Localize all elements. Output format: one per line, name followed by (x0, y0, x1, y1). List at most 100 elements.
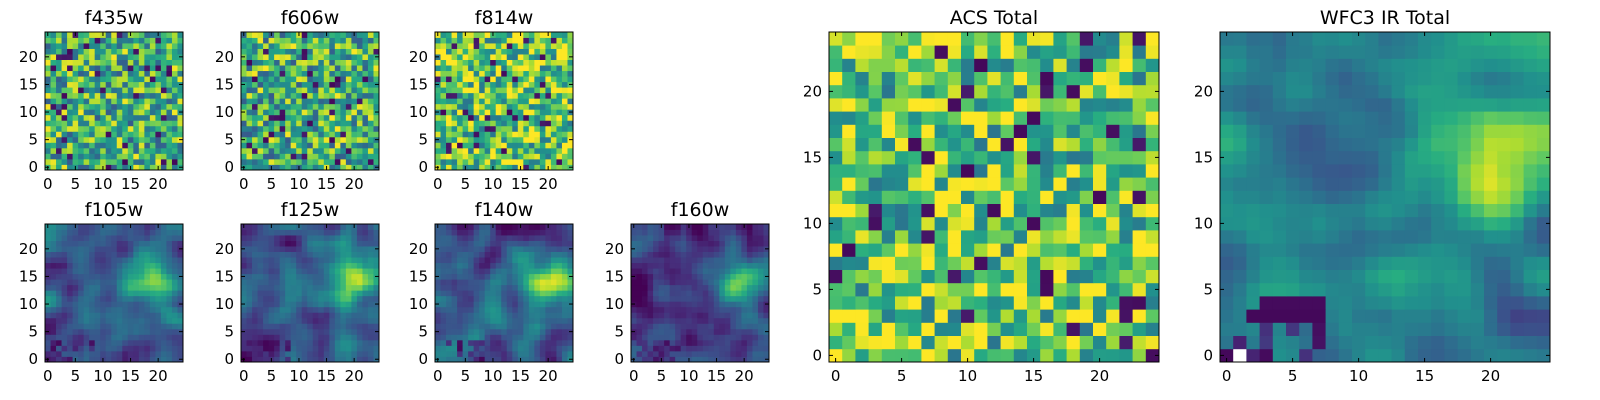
heatmap-cell (636, 323, 643, 330)
heatmap-cell (45, 262, 51, 269)
heatmap-cell (160, 59, 167, 66)
heatmap-cell (279, 284, 286, 291)
heatmap-cell (484, 158, 491, 165)
heatmap-cell (451, 301, 458, 308)
heatmap-cell (1000, 348, 1015, 363)
heatmap-cell (484, 273, 491, 280)
heatmap-cell (116, 301, 123, 308)
heatmap-cell (741, 306, 748, 313)
heatmap-cell (257, 279, 264, 286)
heatmap-cell (457, 114, 463, 121)
heatmap-cell (457, 268, 463, 275)
heatmap-cell (446, 120, 452, 127)
heatmap-cell (67, 125, 73, 132)
heatmap-cell (829, 335, 843, 350)
heatmap-cell (351, 131, 358, 138)
heatmap-cell (67, 81, 73, 88)
heatmap-cell (301, 92, 308, 99)
heatmap-cell (473, 131, 480, 138)
heatmap-cell (675, 290, 682, 297)
heatmap-cell (301, 312, 308, 319)
heatmap-cell (83, 142, 90, 149)
heatmap-cell (868, 164, 883, 178)
heatmap-cell (149, 81, 156, 88)
heatmap-cell (757, 328, 764, 335)
heatmap-cell (301, 262, 308, 269)
y-tick-label: 20 (19, 240, 38, 258)
heatmap-cell (171, 109, 178, 116)
heatmap-cell (697, 224, 704, 230)
heatmap-cell (138, 43, 145, 49)
heatmap-cell (111, 301, 118, 308)
y-tick-label: 15 (215, 267, 234, 285)
heatmap-cell (1132, 256, 1147, 270)
heatmap-cell (1027, 282, 1041, 297)
heatmap-cell (457, 229, 463, 236)
heatmap-cell (285, 328, 292, 335)
heatmap-cell (290, 147, 297, 154)
heatmap-cell (45, 37, 51, 44)
heatmap-cell (440, 109, 447, 116)
heatmap-cell (45, 142, 51, 149)
heatmap-cell (961, 230, 975, 244)
heatmap-cell (457, 356, 463, 363)
heatmap-cell (881, 190, 896, 204)
heatmap-cell (763, 295, 770, 302)
heatmap-cell (274, 339, 281, 346)
heatmap-cell (446, 114, 452, 121)
heatmap-cell (50, 76, 57, 83)
heatmap-cell (89, 103, 96, 110)
heatmap-cell (56, 153, 62, 160)
heatmap-cell (50, 306, 57, 313)
heatmap-cell (528, 229, 535, 236)
heatmap-cell (78, 114, 85, 121)
heatmap-cell (72, 251, 79, 258)
heatmap-cell (105, 125, 112, 132)
heatmap-cell (757, 268, 764, 275)
heatmap-cell (473, 279, 480, 286)
heatmap-cell (318, 158, 325, 165)
heatmap-cell (451, 235, 458, 241)
heatmap-cell (868, 348, 883, 363)
heatmap-cell (702, 224, 709, 230)
heatmap-cell (528, 224, 535, 230)
heatmap-cell (78, 125, 85, 132)
heatmap-cell (473, 328, 480, 335)
heatmap-cell (83, 345, 90, 352)
heatmap-cell (367, 131, 374, 138)
heatmap-cell (435, 323, 441, 330)
heatmap-cell (323, 59, 330, 66)
heatmap-cell (534, 312, 541, 319)
heatmap-cell (166, 350, 173, 357)
heatmap-cell (457, 224, 463, 230)
heatmap-cell (111, 109, 118, 116)
heatmap-cell (312, 328, 319, 335)
heatmap-cell (50, 323, 57, 330)
heatmap-cell (279, 273, 286, 280)
heatmap-cell (561, 92, 568, 99)
heatmap-cell (318, 70, 325, 77)
heatmap-cell (561, 65, 568, 72)
heatmap-cell (550, 70, 557, 77)
heatmap-cell (133, 350, 140, 357)
heatmap-cell (356, 301, 363, 308)
heatmap-cell (697, 284, 704, 291)
heatmap-cell (334, 339, 341, 346)
heatmap-cell (664, 273, 671, 280)
heatmap-cell (323, 268, 330, 275)
heatmap-cell (323, 323, 330, 330)
heatmap-cell (160, 312, 167, 319)
heatmap-cell (257, 312, 264, 319)
heatmap-cell (719, 279, 726, 286)
heatmap-cell (686, 268, 693, 275)
heatmap-cell (763, 251, 770, 258)
heatmap-cell (746, 273, 753, 280)
heatmap-cell (133, 120, 140, 127)
heatmap-cell (653, 284, 659, 291)
heatmap-cell (345, 81, 352, 88)
heatmap-cell (334, 273, 341, 280)
heatmap-cell (724, 251, 731, 258)
heatmap-cell (631, 339, 637, 346)
heatmap-cell (307, 142, 314, 149)
heatmap-cell (334, 65, 341, 72)
